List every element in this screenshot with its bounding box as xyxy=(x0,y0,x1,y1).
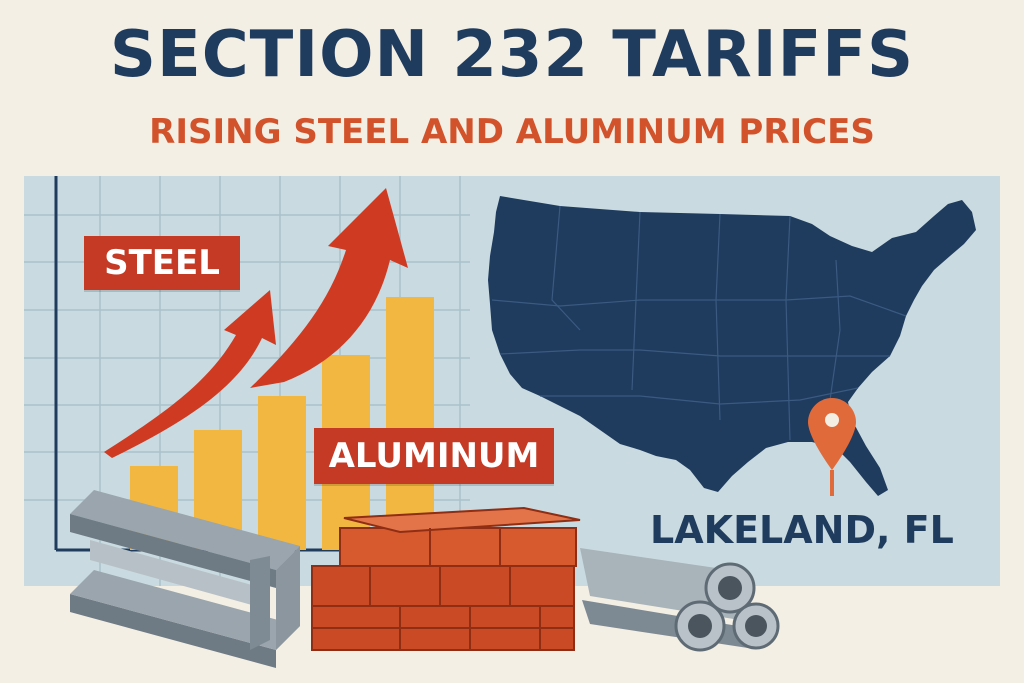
bar-3 xyxy=(258,396,306,550)
bar-5 xyxy=(386,297,434,550)
page-title: SECTION 232 TARIFFS xyxy=(109,18,915,92)
rising-arrow-small xyxy=(104,290,276,458)
brick-stack xyxy=(311,506,581,651)
aluminum-label: ALUMINUM xyxy=(314,428,554,484)
us-map-state-lines xyxy=(491,205,907,441)
city-label: LAKELAND, FL xyxy=(650,508,954,552)
rising-arrow-large xyxy=(250,188,408,388)
location-pin-icon xyxy=(808,398,856,496)
steel-label: STEEL xyxy=(84,236,240,290)
page-subtitle: RISING STEEL AND ALUMINUM PRICES xyxy=(149,112,875,152)
us-map xyxy=(488,196,976,496)
metal-pipes xyxy=(580,548,780,652)
steel-beams xyxy=(70,490,300,668)
